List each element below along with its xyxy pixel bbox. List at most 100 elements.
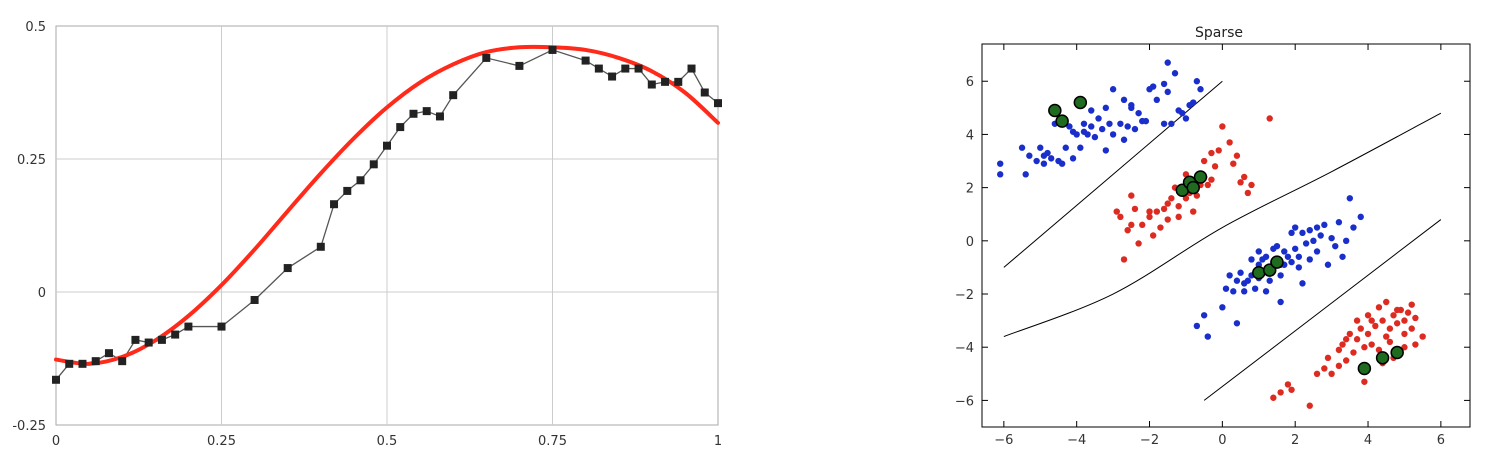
red-point bbox=[1215, 147, 1222, 154]
blue-point bbox=[1033, 157, 1040, 165]
blue-point bbox=[1018, 144, 1026, 151]
red-point bbox=[1368, 341, 1375, 348]
fit-curve bbox=[54, 44, 720, 366]
red-point bbox=[1241, 173, 1248, 181]
blue-point bbox=[1288, 229, 1295, 237]
red-point bbox=[1419, 333, 1426, 340]
right-y-tick-label: 4 bbox=[966, 128, 974, 143]
blue-point bbox=[1037, 144, 1044, 151]
left-y-tick-label: -0.25 bbox=[12, 419, 46, 434]
blue-point bbox=[1182, 115, 1190, 122]
red-point bbox=[1120, 256, 1128, 263]
blue-point bbox=[1262, 288, 1270, 295]
left-y-tick-label: 0.5 bbox=[25, 20, 46, 35]
blue-point bbox=[1080, 120, 1088, 127]
decision-boundary-line bbox=[1003, 80, 1223, 268]
blue-point bbox=[1266, 277, 1273, 284]
right-x-tick-label: −6 bbox=[994, 433, 1013, 448]
blue-point bbox=[1102, 147, 1110, 154]
blue-point bbox=[1295, 253, 1303, 260]
blue-point bbox=[1317, 232, 1324, 239]
blue-point bbox=[1339, 253, 1346, 260]
blue-point bbox=[1350, 224, 1357, 231]
blue-point bbox=[1291, 224, 1299, 231]
red-point bbox=[1208, 149, 1215, 157]
red-point bbox=[1361, 344, 1368, 351]
red-point bbox=[1346, 330, 1354, 338]
sample-marker bbox=[316, 242, 325, 251]
sample-marker bbox=[422, 107, 431, 116]
right-x-tick-label: −2 bbox=[1140, 433, 1159, 448]
blue-point bbox=[1124, 123, 1131, 130]
left-x-tick-label: 0.5 bbox=[377, 434, 398, 449]
red-point bbox=[1383, 298, 1390, 306]
blue-point bbox=[1284, 253, 1292, 260]
left-y-tick-labels: -0.25 0 0.25 0.5 bbox=[12, 20, 46, 434]
red-point bbox=[1361, 378, 1368, 385]
red-point bbox=[1364, 330, 1372, 338]
sample-marker bbox=[608, 72, 617, 81]
red-point bbox=[1368, 317, 1375, 324]
blue-point bbox=[1139, 117, 1146, 125]
blue-point bbox=[1091, 133, 1099, 141]
blue-point bbox=[1058, 160, 1066, 167]
red-point bbox=[1386, 325, 1394, 332]
red-point bbox=[1393, 306, 1401, 314]
sample-marker bbox=[184, 322, 193, 331]
blue-point bbox=[1171, 70, 1179, 77]
red-point bbox=[1149, 232, 1157, 239]
sample-marker bbox=[65, 359, 74, 368]
red-point bbox=[1401, 344, 1408, 351]
blue-point bbox=[1299, 280, 1306, 287]
support-vector-point bbox=[1186, 180, 1200, 195]
support-vector-point bbox=[1073, 95, 1088, 110]
blue-point bbox=[1230, 288, 1237, 295]
red-point bbox=[1211, 163, 1219, 170]
sample-marker bbox=[78, 359, 87, 368]
blue-point bbox=[1255, 248, 1262, 255]
blue-point bbox=[1204, 333, 1211, 340]
blue-point bbox=[1128, 101, 1135, 109]
red-point bbox=[1353, 317, 1361, 324]
sample-marker bbox=[594, 64, 603, 73]
red-point bbox=[1244, 189, 1252, 197]
red-point bbox=[1412, 341, 1419, 348]
blue-point bbox=[1160, 120, 1168, 127]
red-point bbox=[1306, 402, 1313, 409]
right-x-tick-label: 4 bbox=[1364, 433, 1372, 448]
support-vector-point bbox=[1048, 103, 1062, 118]
left-x-tick-labels: 0 0.25 0.5 0.75 1 bbox=[52, 434, 722, 449]
red-point bbox=[1401, 317, 1408, 324]
blue-point bbox=[1077, 144, 1084, 151]
left-y-tick-label: 0.25 bbox=[17, 153, 46, 168]
blue-point bbox=[1117, 120, 1124, 127]
red-point bbox=[1364, 312, 1372, 319]
right-plot-frame bbox=[981, 43, 1471, 428]
blue-point bbox=[1179, 109, 1186, 117]
blue-point bbox=[1135, 109, 1142, 117]
blue-point bbox=[1291, 245, 1299, 252]
sample-marker bbox=[409, 109, 418, 118]
blue-point bbox=[1022, 171, 1029, 178]
red-point bbox=[1372, 322, 1379, 330]
red-point bbox=[1124, 226, 1131, 234]
red-point bbox=[1404, 309, 1412, 316]
blue-point bbox=[1160, 80, 1168, 88]
blue-point bbox=[1088, 107, 1095, 114]
right-chart: Sparse −6 −4 −2 0 2 4 6 −6 −4 −2 0 2 4 6 bbox=[955, 25, 1471, 448]
blue-point bbox=[1197, 86, 1204, 93]
red-point bbox=[1342, 336, 1350, 343]
red-point bbox=[1383, 333, 1390, 340]
left-chart: 0 0.25 0.5 0.75 1 -0.25 0 0.25 0.5 bbox=[12, 20, 722, 449]
blue-point bbox=[1233, 277, 1241, 284]
sample-marker bbox=[131, 335, 140, 344]
sample-marker bbox=[700, 88, 709, 97]
red-point bbox=[1335, 362, 1343, 370]
red-point bbox=[1219, 123, 1226, 130]
blue-point bbox=[1248, 256, 1255, 263]
red-point bbox=[1342, 357, 1350, 364]
blue-point bbox=[1277, 298, 1284, 306]
sample-marker bbox=[369, 160, 378, 169]
red-point bbox=[1139, 221, 1146, 229]
